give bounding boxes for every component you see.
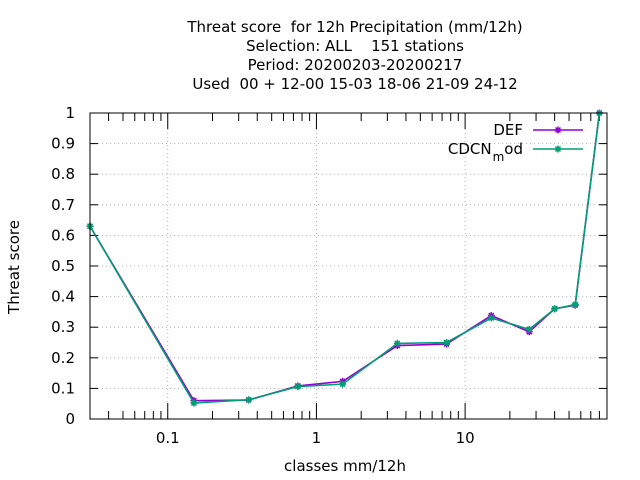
- marker-core: [556, 147, 560, 151]
- data-point-series-1: [487, 314, 495, 322]
- chart-title-line-2: Selection: ALL 151 stations: [246, 37, 464, 55]
- legend-label-subscript: m: [493, 150, 505, 164]
- y-tick-label: 0: [65, 410, 75, 428]
- axis-ticks: 0 0.1 0.2 0.3 0.4 0.5 0.6 0.7 0.8 0.9 1 0.1 1 10: [51, 104, 608, 447]
- y-tick-label: 0.2: [51, 349, 75, 367]
- data-point-series-1: [571, 301, 579, 309]
- data-point-series-1: [525, 325, 533, 333]
- plot-frame: [89, 112, 608, 420]
- marker-core: [489, 316, 494, 321]
- data-point-series-1: [190, 399, 198, 407]
- y-tick-label: 0.6: [51, 226, 75, 244]
- x-tick-label: 0.1: [156, 429, 180, 447]
- legend-label-part: CDCN: [448, 140, 492, 158]
- x-tick-label: 1: [312, 429, 322, 447]
- chart-title-line-1: Threat score for 12h Precipitation (mm/1…: [187, 18, 523, 36]
- y-tick-label: 0.7: [51, 196, 75, 214]
- marker-core: [552, 306, 557, 311]
- chart-title-line-3: Period: 20200203-20200217: [247, 56, 463, 74]
- marker-core: [246, 397, 251, 402]
- y-tick-label: 0.3: [51, 318, 75, 336]
- y-tick-label: 0.8: [51, 165, 75, 183]
- marker-core: [556, 128, 560, 132]
- legend-marker-0: [554, 126, 562, 134]
- data-point-series-1: [443, 339, 451, 346]
- y-tick-label: 1: [65, 104, 75, 122]
- chart-title-line-4: Used 00 + 12-00 15-03 18-06 21-09 24-12: [192, 75, 518, 93]
- legend-label-part: od: [504, 140, 523, 158]
- legend-label-1: CDCNmod: [448, 140, 523, 164]
- data-point-series-1: [339, 380, 347, 388]
- y-tick-label: 0.9: [51, 135, 75, 153]
- marker-core: [444, 340, 449, 345]
- marker-core: [573, 302, 578, 307]
- x-tick-label: 10: [456, 429, 475, 447]
- marker-core: [527, 327, 532, 332]
- data-point-series-1: [551, 305, 559, 313]
- data-point-series-1: [393, 339, 401, 347]
- y-tick-label: 0.5: [51, 257, 75, 275]
- legend-marker-1: [554, 145, 562, 153]
- grid: [90, 113, 607, 419]
- data-point-series-1: [294, 383, 302, 391]
- y-tick-label: 0.1: [51, 379, 75, 397]
- marker-core: [395, 341, 400, 346]
- series-lines: [86, 109, 603, 407]
- marker-core: [191, 401, 196, 406]
- data-point-series-1: [245, 396, 253, 404]
- marker-core: [295, 384, 300, 389]
- marker-core: [340, 382, 345, 387]
- legend-label-0: DEF: [493, 121, 523, 139]
- x-axis-label: classes mm/12h: [284, 457, 406, 475]
- y-tick-label: 0.4: [51, 288, 75, 306]
